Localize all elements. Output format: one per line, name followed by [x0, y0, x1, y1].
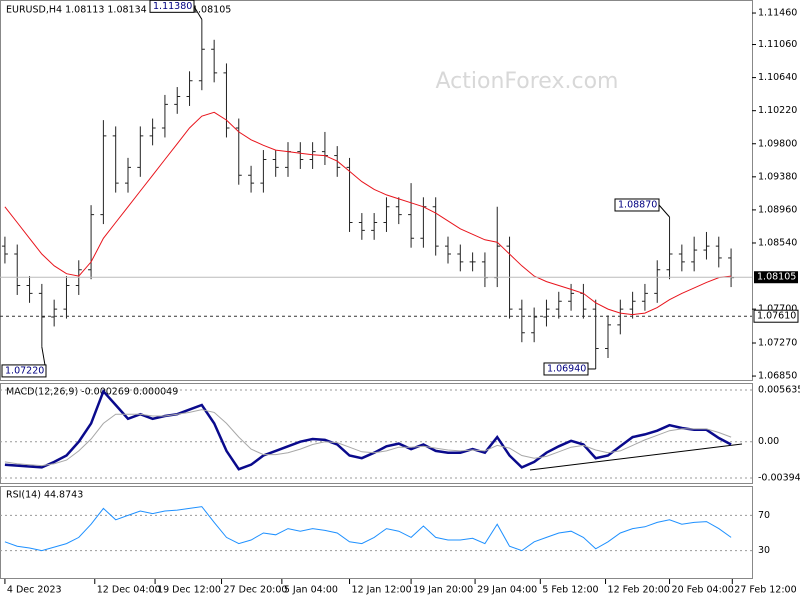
annotation-label: 1.06940 [547, 363, 586, 374]
x-tick-label: 12 Jan 12:00 [352, 585, 412, 596]
y-tick-label: 30 [758, 545, 770, 556]
x-tick-label: 20 Feb 04:00 [672, 585, 734, 596]
annotation-leader [658, 204, 670, 218]
watermark: ActionForex.com [436, 69, 619, 94]
macd-title: MACD(12,26,9) -0.000269 0.000049 [6, 387, 178, 398]
y-tick-label: 1.06850 [758, 371, 797, 382]
last-price-label: 1.08105 [757, 272, 796, 283]
rsi-panel [0, 486, 753, 579]
x-tick-label: 19 Dec 12:00 [157, 585, 221, 596]
annotation-box [1, 364, 47, 378]
series-line [4, 506, 732, 552]
trend-line [529, 443, 743, 471]
x-tick-label: 27 Dec 20:00 [224, 585, 288, 596]
chart-title: EURUSD,H4 1.08113 1.08134 1.08104 1.0810… [6, 5, 231, 16]
x-tick-label: 19 Jan 20:00 [413, 585, 473, 596]
y-tick-label: 1.07700 [758, 304, 797, 315]
annotation-box [149, 0, 195, 13]
x-tick-label: 5 Jan 04:00 [284, 585, 338, 596]
y-tick-label: 1.11060 [758, 39, 797, 50]
series-line [4, 409, 732, 467]
annotation-label: 1.07220 [5, 365, 44, 376]
annotation-label: 1.08870 [618, 199, 657, 210]
x-tick-label: 5 Feb 12:00 [542, 585, 598, 596]
y-tick-label: 70 [758, 510, 770, 521]
level-label: 1.07610 [757, 311, 796, 322]
series-line [4, 388, 732, 471]
y-tick-label: 1.10640 [758, 72, 797, 83]
annotation-label: 1.11380 [153, 1, 192, 12]
y-tick-label: 1.08540 [758, 237, 797, 248]
y-tick-label: 0.005635 [758, 385, 800, 396]
macd-panel [0, 383, 753, 484]
x-tick-label: 29 Jan 04:00 [477, 585, 537, 596]
x-tick-label: 12 Feb 20:00 [608, 585, 670, 596]
y-tick-label: -0.003949 [758, 472, 800, 483]
level-label-box [753, 309, 799, 323]
y-tick-label: 1.07270 [758, 337, 797, 348]
y-tick-label: 1.10220 [758, 105, 797, 116]
x-tick-label: 27 Feb 12:00 [734, 585, 796, 596]
annotation-box [543, 362, 589, 376]
annotation-leader [193, 6, 203, 20]
x-tick-label: 12 Dec 04:00 [97, 585, 161, 596]
x-tick-label: 4 Dec 2023 [7, 585, 62, 596]
y-tick-label: 1.09800 [758, 138, 797, 149]
y-tick-label: 0.00 [758, 436, 779, 447]
rsi-title: RSI(14) 44.8743 [6, 490, 83, 501]
price-panel [0, 0, 753, 381]
annotation-box [614, 198, 660, 212]
y-tick-label: 1.09380 [758, 171, 797, 182]
y-tick-label: 1.08960 [758, 204, 797, 215]
last-price-box [754, 271, 798, 284]
y-tick-label: 1.11460 [758, 8, 797, 19]
series-line [4, 111, 732, 316]
